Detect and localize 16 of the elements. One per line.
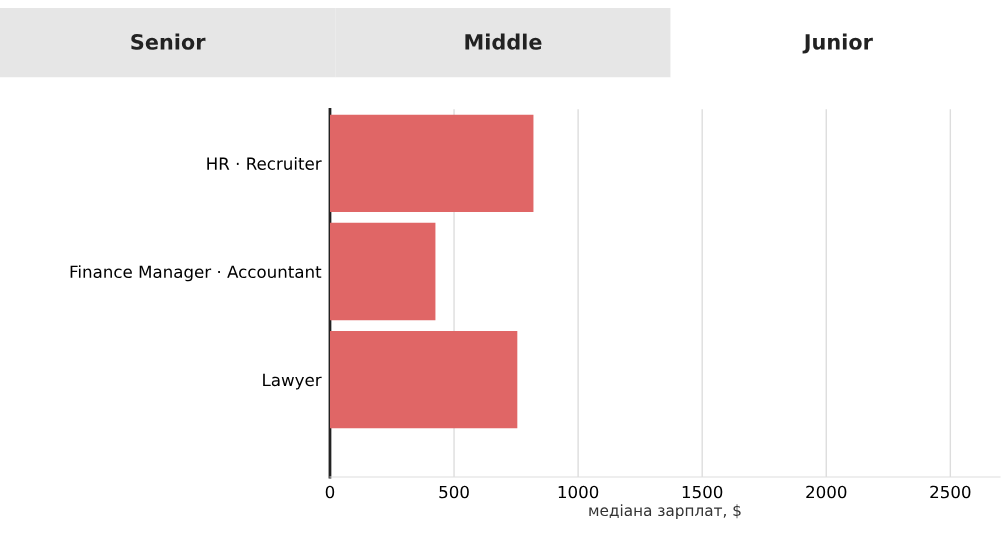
y-tick-label: Lawyer xyxy=(263,373,322,390)
x-tick-label: 1500 xyxy=(682,485,723,499)
bar xyxy=(329,222,436,321)
text: Junior xyxy=(802,33,873,54)
y-tick-label: HR · Recruiter xyxy=(207,157,322,170)
text: Senior xyxy=(131,33,206,50)
y-tick-label: Finance Manager · Accountant xyxy=(70,265,322,282)
x-tick-label: 2500 xyxy=(930,485,971,499)
bar xyxy=(329,331,518,429)
x-tick-label: 2000 xyxy=(806,485,847,499)
x-tick-label: 0 xyxy=(325,485,335,499)
x-tick-label: 500 xyxy=(439,485,469,499)
x-tick-label: 1000 xyxy=(558,485,599,499)
bar xyxy=(329,114,534,213)
x-axis-title: медіана зарплат, $ xyxy=(589,504,741,520)
text: Middle xyxy=(465,33,542,50)
